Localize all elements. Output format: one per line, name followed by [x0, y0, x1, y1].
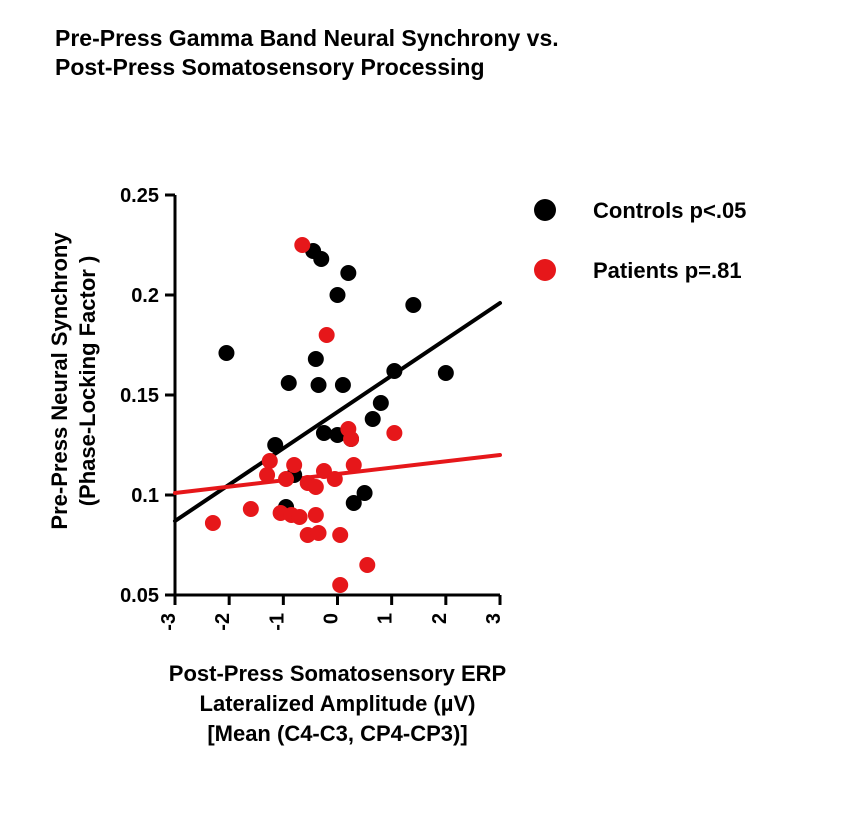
legend-marker-controls	[534, 199, 556, 221]
point-controls	[313, 251, 329, 267]
point-controls	[340, 265, 356, 281]
point-patients	[346, 457, 362, 473]
x-axis-ticklabel: 2	[429, 613, 451, 624]
point-patients	[311, 525, 327, 541]
point-patients	[386, 425, 402, 441]
point-patients	[286, 457, 302, 473]
point-patients	[308, 507, 324, 523]
point-controls	[308, 351, 324, 367]
chart-title: Pre-Press Gamma Band Neural Synchrony vs…	[55, 24, 675, 82]
y-axis-ticklabel: 0.25	[120, 185, 159, 207]
point-patients	[332, 527, 348, 543]
x-axis-ticklabel: -3	[158, 613, 180, 631]
point-patients	[259, 467, 275, 483]
point-patients	[359, 557, 375, 573]
x-axis-ticklabel: -2	[212, 613, 234, 631]
x-axis-title-line2: Lateralized Amplitude (µV)	[200, 691, 476, 716]
x-axis-ticklabel: 1	[375, 613, 397, 624]
point-controls	[281, 375, 297, 391]
point-patients	[292, 509, 308, 525]
point-patients	[294, 237, 310, 253]
legend-label-patients: Patients p=.81	[593, 258, 742, 283]
point-patients	[308, 479, 324, 495]
point-patients	[319, 327, 335, 343]
point-controls	[267, 437, 283, 453]
point-controls	[365, 411, 381, 427]
point-controls	[386, 363, 402, 379]
x-axis-ticklabel: 0	[321, 613, 343, 624]
x-axis-title-line1: Post-Press Somatosensory ERP	[169, 661, 506, 686]
point-patients	[278, 471, 294, 487]
chart-title-line2: Post-Press Somatosensory Processing	[55, 54, 485, 80]
point-patients	[327, 471, 343, 487]
point-controls	[373, 395, 389, 411]
point-patients	[262, 453, 278, 469]
chart-title-line1: Pre-Press Gamma Band Neural Synchrony vs…	[55, 25, 559, 51]
y-axis-ticklabel: 0.1	[131, 485, 159, 507]
point-controls	[405, 297, 421, 313]
point-controls	[330, 287, 346, 303]
point-controls	[218, 345, 234, 361]
point-controls	[335, 377, 351, 393]
y-axis-ticklabel: 0.2	[131, 285, 159, 307]
y-axis-ticklabel: 0.15	[120, 385, 159, 407]
x-axis-ticklabel: -1	[266, 613, 288, 631]
point-patients	[243, 501, 259, 517]
x-axis-title-line3: [Mean (C4-C3, CP4-CP3)]	[207, 721, 467, 746]
point-controls	[316, 425, 332, 441]
point-patients	[343, 431, 359, 447]
scatter-chart: 0.05 0.1 0.15 0.2 0.25 -3 -2 -1 0 1 2 3 Pre-Press Ne…	[0, 0, 852, 823]
point-controls	[438, 365, 454, 381]
legend-marker-patients	[534, 259, 556, 281]
y-axis-title-line1: Pre-Press Neural Synchrony	[47, 232, 72, 530]
point-patients	[332, 577, 348, 593]
x-axis-ticklabel: 3	[483, 613, 505, 624]
legend-label-controls: Controls p<.05	[593, 198, 746, 223]
y-axis-title-line2: (Phase-Locking Factor )	[75, 256, 100, 507]
y-axis-ticklabel: 0.05	[120, 585, 159, 607]
point-controls	[311, 377, 327, 393]
point-patients	[205, 515, 221, 531]
point-controls	[357, 485, 373, 501]
